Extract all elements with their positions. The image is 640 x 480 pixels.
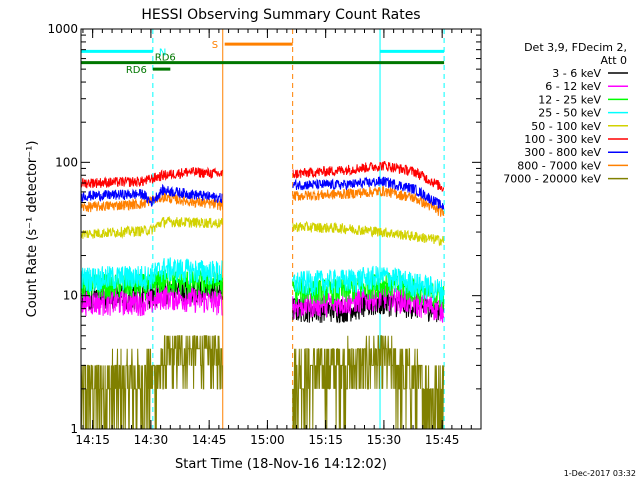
legend-header-line1: Det 3,9, FDecim 2, <box>524 41 627 54</box>
y-axis-label: Count Rate (s⁻¹ detector⁻¹) <box>25 141 40 318</box>
x-tick-label: 14:30 <box>134 433 169 447</box>
series-line <box>81 166 223 189</box>
chart-title: HESSI Observing Summary Count Rates <box>141 7 420 23</box>
legend-entry-label: 300 - 800 keV <box>524 146 601 159</box>
generation-timestamp: 1-Dec-2017 03:32 <box>564 469 636 478</box>
x-tick-label: 14:45 <box>192 433 227 447</box>
series-line <box>81 257 223 293</box>
x-tick-label: 15:30 <box>367 433 402 447</box>
x-tick-label: 14:15 <box>75 433 110 447</box>
legend-entry-label: 800 - 7000 keV <box>517 159 601 172</box>
y-tick-label: 10 <box>63 289 78 303</box>
series-line <box>292 265 445 305</box>
series-line <box>292 160 445 192</box>
legend-header-line2: Att 0 <box>601 54 627 67</box>
x-tick-label: 15:15 <box>308 433 343 447</box>
series-line <box>292 186 445 217</box>
y-tick-label: 1 <box>70 422 78 436</box>
series-line <box>81 183 223 207</box>
x-tick-label: 15:00 <box>250 433 285 447</box>
legend-entry-label: 25 - 50 keV <box>538 107 601 120</box>
series-line <box>292 335 445 429</box>
legend-entry-label: 12 - 25 keV <box>538 93 601 106</box>
y-tick-label: 1000 <box>47 22 78 36</box>
series-line <box>292 175 445 210</box>
series-line <box>81 192 223 213</box>
x-axis-label: Start Time (18-Nov-16 14:12:02) <box>175 457 387 472</box>
flag-label-rd6: RD6 <box>126 65 147 76</box>
flag-label-rd6-upper: RD6 <box>155 53 176 64</box>
legend-entry-label: 6 - 12 keV <box>545 80 601 93</box>
legend-entry-label: 50 - 100 keV <box>531 120 601 133</box>
plot-frame <box>80 28 482 430</box>
series-line <box>81 216 223 240</box>
flag-label-n: N <box>159 47 166 58</box>
legend-entry-label: 3 - 6 keV <box>552 67 601 80</box>
legend-entry-label: 7000 - 20000 keV <box>503 173 601 186</box>
series-line <box>292 220 445 247</box>
legend-entry-label: 100 - 300 keV <box>524 133 601 146</box>
axes: 14:15 14:30 14:45 15:00 15:15 15:30 15:45 1 10 10… <box>47 22 482 447</box>
flag-label-s: S <box>212 40 218 51</box>
series-line <box>81 335 223 429</box>
series-lines <box>81 160 445 429</box>
y-tick-label: 100 <box>55 155 78 169</box>
x-tick-label: 15:45 <box>425 433 460 447</box>
